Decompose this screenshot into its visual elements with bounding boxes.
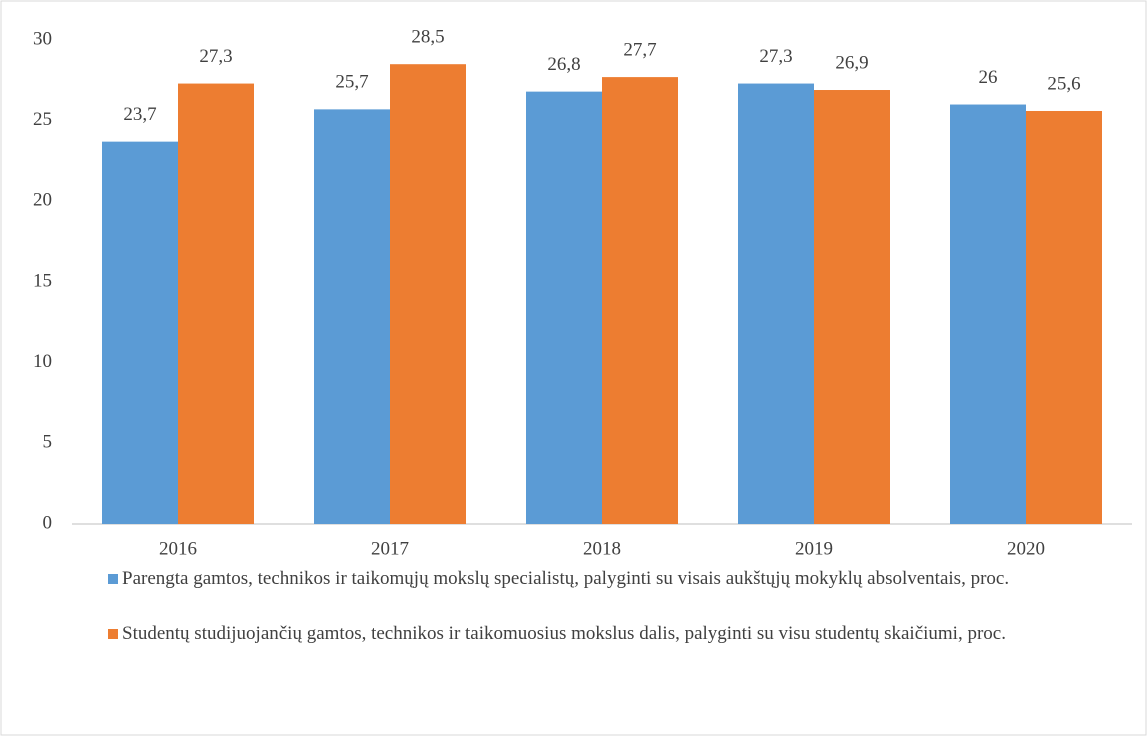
legend-swatch bbox=[108, 574, 118, 584]
legend-label: Parengta gamtos, technikos ir taikomųjų … bbox=[122, 568, 1010, 589]
data-label: 27,7 bbox=[623, 39, 656, 60]
bar bbox=[738, 83, 814, 524]
legend-label: Studentų studijuojančių gamtos, techniko… bbox=[122, 623, 1006, 644]
legend-item: Studentų studijuojančių gamtos, techniko… bbox=[108, 620, 1098, 647]
data-label: 23,7 bbox=[123, 104, 156, 125]
data-label: 28,5 bbox=[411, 27, 444, 48]
y-tick-label: 25 bbox=[33, 109, 52, 130]
data-label: 25,6 bbox=[1047, 73, 1080, 94]
x-tick-label: 2020 bbox=[1007, 538, 1045, 559]
y-tick-label: 5 bbox=[43, 432, 53, 453]
x-tick-label: 2017 bbox=[371, 538, 409, 559]
x-tick-label: 2016 bbox=[159, 538, 197, 559]
data-label: 26,9 bbox=[835, 52, 868, 73]
bar bbox=[178, 83, 254, 524]
legend-swatch bbox=[108, 629, 118, 639]
bar bbox=[390, 64, 466, 524]
data-label: 25,7 bbox=[335, 72, 368, 93]
bar bbox=[814, 90, 890, 524]
bar bbox=[526, 91, 602, 525]
data-label: 27,3 bbox=[199, 46, 232, 67]
data-label: 26 bbox=[979, 67, 998, 88]
y-tick-label: 10 bbox=[33, 351, 52, 372]
bar bbox=[950, 104, 1026, 525]
bar bbox=[314, 109, 390, 524]
bar bbox=[1026, 110, 1102, 524]
y-tick-label: 20 bbox=[33, 190, 52, 211]
y-tick-label: 15 bbox=[33, 270, 52, 291]
x-tick-label: 2019 bbox=[795, 538, 833, 559]
y-tick-label: 0 bbox=[43, 512, 53, 533]
bar bbox=[602, 77, 678, 525]
data-label: 27,3 bbox=[759, 46, 792, 67]
data-label: 26,8 bbox=[547, 54, 580, 75]
legend-item: Parengta gamtos, technikos ir taikomųjų … bbox=[108, 565, 1098, 592]
x-tick-label: 2018 bbox=[583, 538, 621, 559]
y-tick-label: 30 bbox=[33, 28, 52, 49]
bar bbox=[102, 141, 178, 524]
